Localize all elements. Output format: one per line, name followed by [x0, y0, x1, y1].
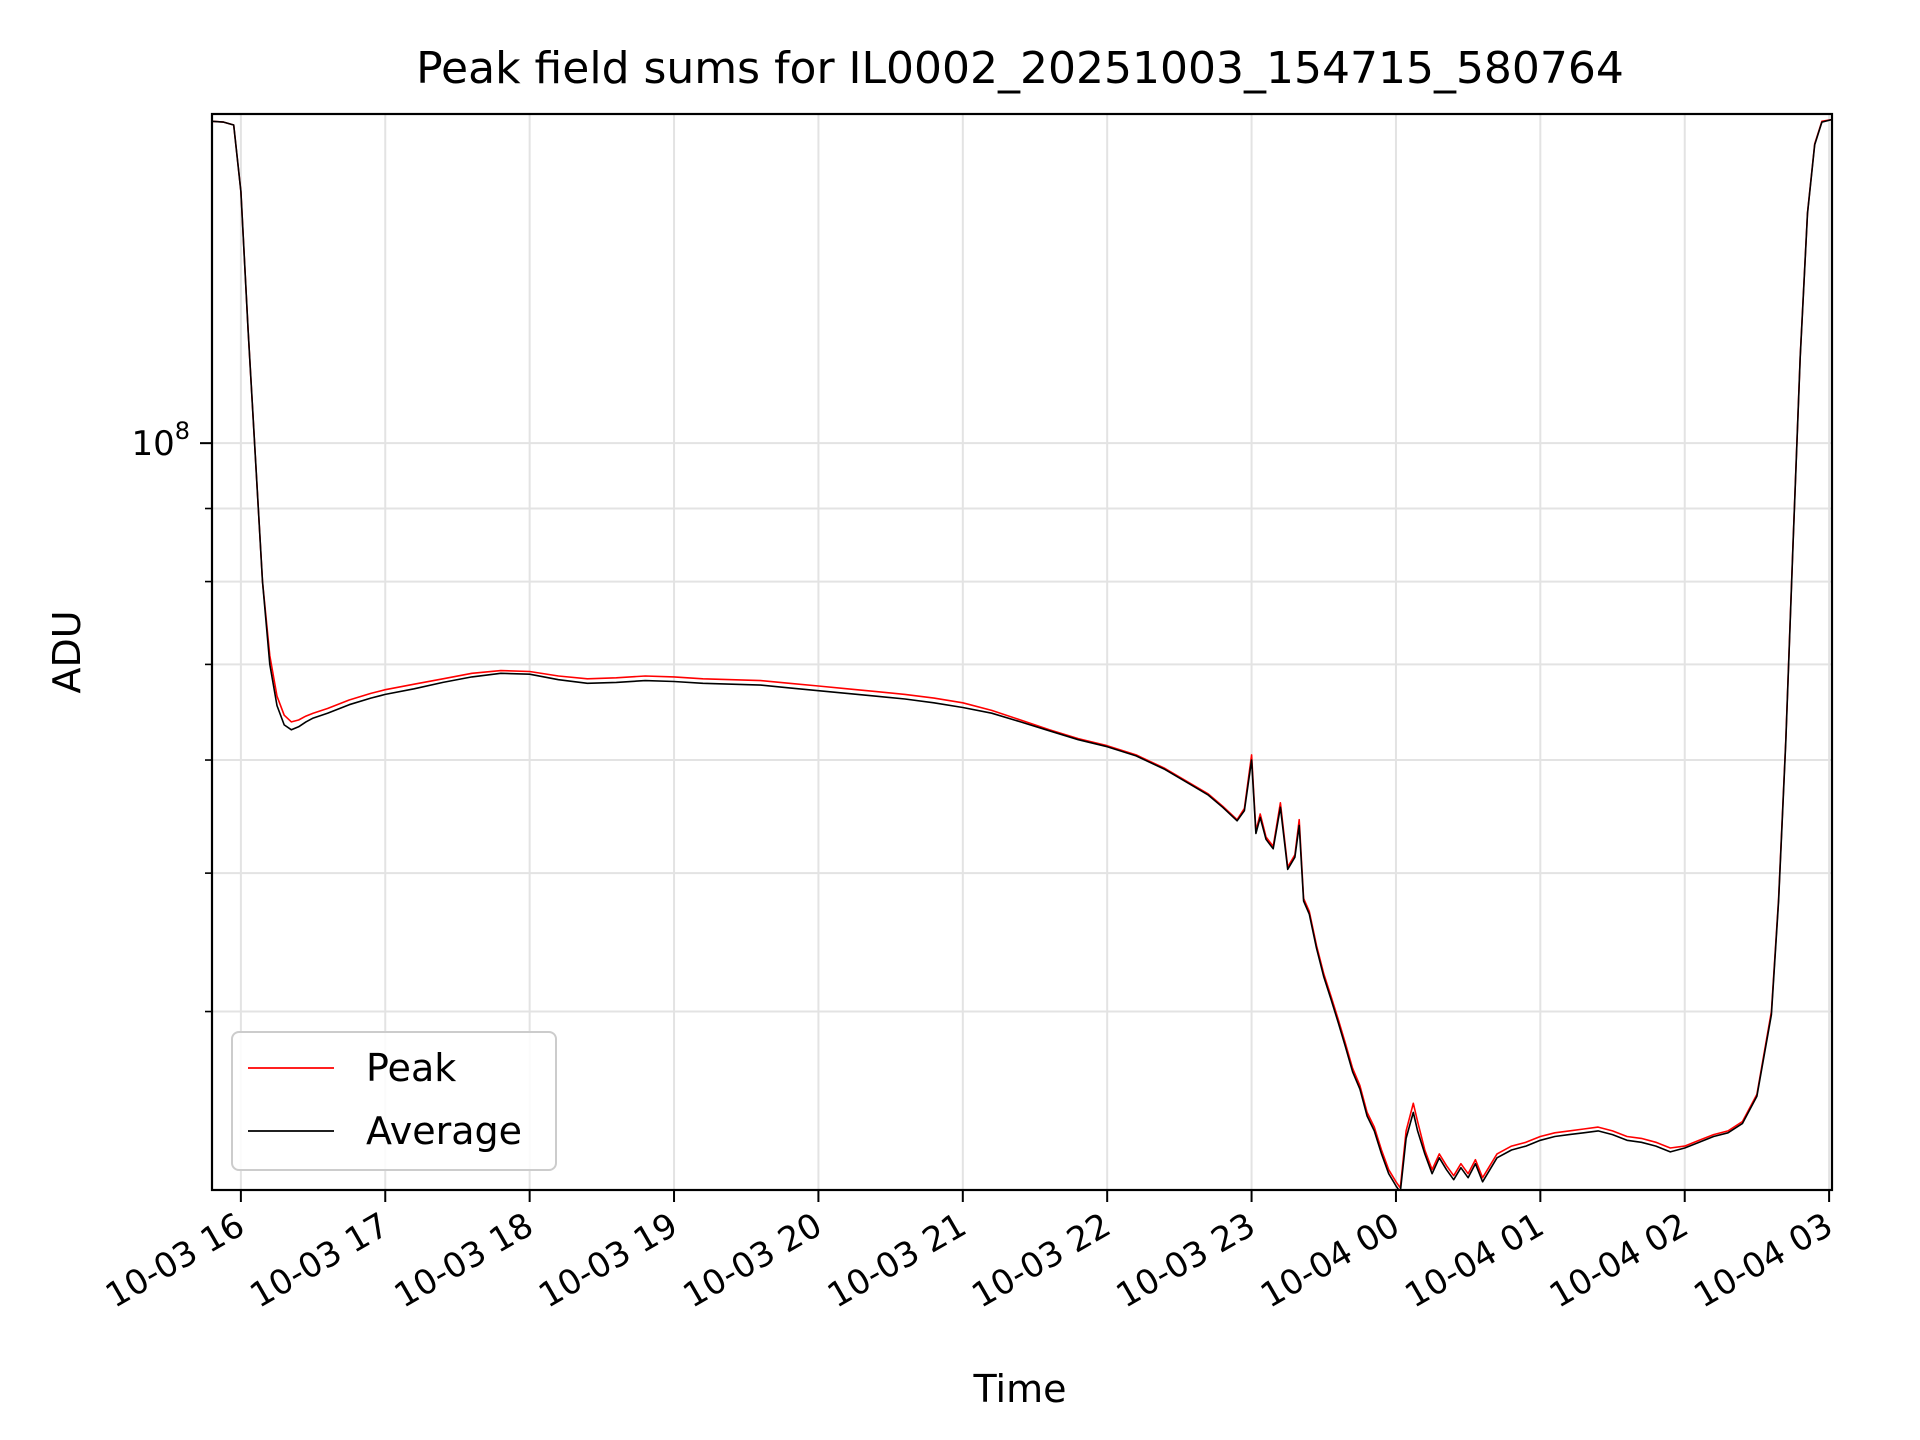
y-axis: 108	[131, 417, 212, 1013]
legend-peak-label: Peak	[366, 1046, 456, 1090]
series-peak-line	[212, 118, 1832, 1189]
x-axis-label: Time	[973, 1367, 1067, 1411]
y-tick-label: 108	[131, 417, 190, 464]
legend-average-label: Average	[366, 1109, 522, 1153]
series-average-line	[212, 118, 1832, 1190]
y-tick-label-exponent: 8	[175, 417, 190, 445]
y-tick-label-base: 10	[131, 424, 174, 464]
legend-box	[231, 1031, 557, 1171]
grid	[212, 114, 1832, 1190]
plot-frame	[210, 112, 1834, 1192]
y-axis-label: ADU	[45, 610, 89, 693]
legend: Peak Average	[231, 1031, 557, 1171]
chart-title: Peak field sums for IL0002_20251003_1547…	[416, 43, 1624, 94]
